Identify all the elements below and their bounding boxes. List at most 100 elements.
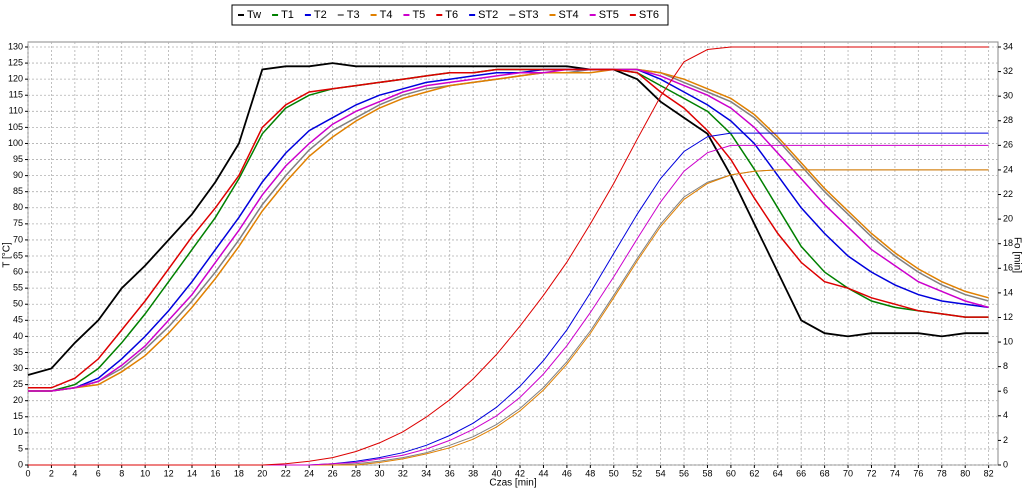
y2-tick-label: 28 [1003, 115, 1013, 125]
y-tick-label: 60 [13, 266, 23, 276]
x-tick-label: 6 [96, 468, 101, 478]
x-tick-label: 10 [140, 468, 150, 478]
x-tick-label: 82 [984, 468, 994, 478]
x-tick-label: 56 [679, 468, 689, 478]
series-line [28, 46, 989, 466]
x-tick-label: 38 [468, 468, 478, 478]
y-tick-label: 120 [8, 74, 23, 84]
y-tick-label: 25 [13, 379, 23, 389]
y-tick-label: 80 [13, 202, 23, 212]
y-tick-label: 55 [13, 283, 23, 293]
y2-tick-label: 34 [1003, 41, 1013, 51]
y2-tick-label: 12 [1003, 312, 1013, 322]
legend: Tw T1 T2 T3 T4 T5 T6 ST2 ST3 ST4 ST5 ST6 [238, 9, 659, 21]
y-tick-label: 50 [13, 299, 23, 309]
series-line [28, 68, 989, 392]
x-tick-label: 62 [749, 468, 759, 478]
series-line [28, 68, 989, 392]
y-tick-label: 100 [8, 138, 23, 148]
series-line [28, 68, 989, 392]
legend-label: ST3 [518, 9, 538, 21]
y-tick-label: 45 [13, 315, 23, 325]
y-tick-label: 40 [13, 331, 23, 341]
y2-tick-label: 24 [1003, 164, 1013, 174]
y2-tick-label: 4 [1003, 410, 1008, 420]
legend-label: T5 [412, 9, 425, 21]
y-tick-label: 75 [13, 218, 23, 228]
y-tick-label: 90 [13, 170, 23, 180]
legend-label: T4 [380, 9, 393, 21]
x-tick-label: 24 [304, 468, 314, 478]
x-tick-label: 50 [609, 468, 619, 478]
x-tick-label: 20 [257, 468, 267, 478]
y-tick-label: 30 [13, 363, 23, 373]
x-tick-label: 4 [72, 468, 77, 478]
y2-tick-label: 16 [1003, 263, 1013, 273]
y2-tick-label: 8 [1003, 361, 1008, 371]
legend-label: T6 [445, 9, 458, 21]
legend-label: ST4 [559, 9, 579, 21]
x-tick-label: 16 [210, 468, 220, 478]
x-tick-label: 8 [119, 468, 124, 478]
x-tick-label: 54 [656, 468, 666, 478]
x-tick-label: 64 [773, 468, 783, 478]
y-tick-label: 115 [9, 90, 23, 100]
x-tick-label: 2 [49, 468, 54, 478]
x-tick-label: 74 [890, 468, 900, 478]
x-tick-label: 52 [632, 468, 642, 478]
x-tick-label: 44 [538, 468, 548, 478]
x-tick-label: 66 [796, 468, 806, 478]
y-tick-label: 0 [18, 459, 23, 469]
y2-tick-label: 2 [1003, 435, 1008, 445]
y-tick-label: 125 [8, 57, 23, 67]
x-tick-label: 76 [913, 468, 923, 478]
plot-area [27, 41, 999, 466]
x-tick-label: 28 [351, 468, 361, 478]
y2-axis-label: Fo [min] [1011, 237, 1022, 273]
y2-tick-label: 22 [1003, 189, 1013, 199]
x-tick-label: 46 [562, 468, 572, 478]
x-tick-label: 32 [398, 468, 408, 478]
x-tick-label: 48 [585, 468, 595, 478]
legend-label: T3 [347, 9, 360, 21]
series-line [28, 68, 989, 389]
x-tick-label: 30 [374, 468, 384, 478]
y-tick-label: 65 [13, 250, 23, 260]
y2-tick-label: 26 [1003, 140, 1013, 150]
x-tick-label: 34 [421, 468, 431, 478]
y-tick-label: 95 [13, 154, 23, 164]
x-tick-label: 18 [234, 468, 244, 478]
y2-tick-label: 14 [1003, 287, 1013, 297]
x-tick-label: 68 [820, 468, 830, 478]
series-line [27, 62, 989, 376]
legend-label: T2 [314, 9, 327, 21]
legend-label: ST2 [478, 9, 498, 21]
y-tick-label: 35 [13, 347, 23, 357]
y2-tick-label: 6 [1003, 386, 1008, 396]
y-tick-label: 105 [8, 122, 23, 132]
x-tick-label: 72 [866, 468, 876, 478]
y-axis-label: T [°C] [2, 242, 13, 268]
y2-tick-label: 0 [1003, 459, 1008, 469]
x-tick-label: 78 [937, 468, 947, 478]
legend-label: ST6 [639, 9, 659, 21]
y2-tick-label: 30 [1003, 91, 1013, 101]
y-tick-label: 10 [13, 427, 23, 437]
x-tick-label: 0 [25, 468, 30, 478]
x-tick-label: 36 [445, 468, 455, 478]
y2-tick-label: 20 [1003, 213, 1013, 223]
y-tick-label: 85 [13, 186, 23, 196]
y-tick-label: 15 [13, 411, 23, 421]
x-tick-label: 80 [960, 468, 970, 478]
x-tick-label: 14 [187, 468, 197, 478]
x-tick-label: 22 [281, 468, 291, 478]
y-tick-label: 5 [18, 443, 23, 453]
y2-tick-label: 10 [1003, 336, 1013, 346]
y-tick-label: 130 [8, 41, 23, 51]
legend-label: ST5 [599, 9, 619, 21]
y-tick-label: 70 [13, 234, 23, 244]
legend-label: Tw [247, 9, 261, 21]
x-tick-label: 12 [164, 468, 174, 478]
x-tick-label: 58 [702, 468, 712, 478]
